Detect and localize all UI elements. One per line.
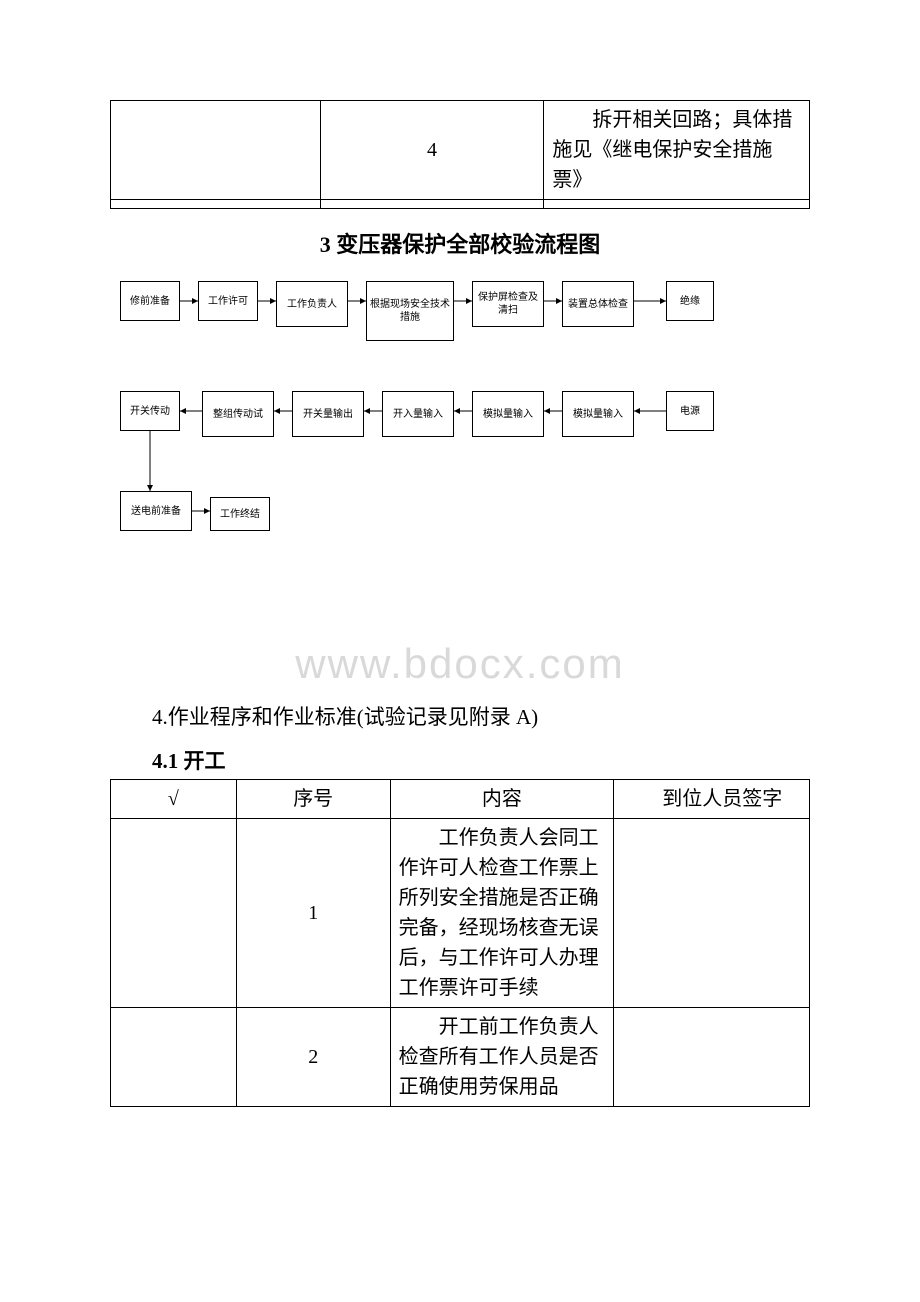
cell-no-1: 1	[236, 819, 390, 1008]
table-row: 1 工作负责人会同工作许可人检查工作票上所列安全措施是否正确完备，经现场核查无误…	[111, 819, 810, 1008]
flowchart-node: 工作负责人	[276, 281, 348, 327]
top-cell-2-1	[111, 200, 321, 209]
flowchart-node: 开关量输出	[292, 391, 364, 437]
top-cell-1-2: 4	[320, 101, 544, 200]
flowchart-node: 修前准备	[120, 281, 180, 321]
header-sign: 到位人员签字	[614, 780, 810, 819]
cell-sign-1	[614, 819, 810, 1008]
flowchart-node: 模拟量输入	[472, 391, 544, 437]
section-4-1-title: 4.1 开工	[110, 745, 810, 775]
main-table: √ 序号 内容 到位人员签字 1 工作负责人会同工作许可人检查工作票上所列安全措…	[110, 779, 810, 1107]
flowchart-node: 装置总体检查	[562, 281, 634, 327]
flowchart-node: 开入量输入	[382, 391, 454, 437]
header-check: √	[111, 780, 237, 819]
cell-content-1: 工作负责人会同工作许可人检查工作票上所列安全措施是否正确完备，经现场核查无误后，…	[390, 819, 614, 1008]
table-header-row: √ 序号 内容 到位人员签字	[111, 780, 810, 819]
flowchart-node: 绝缘	[666, 281, 714, 321]
table-row	[111, 200, 810, 209]
section-3-title: 3 变压器保护全部校验流程图	[110, 227, 810, 259]
watermark-text: www.bdocx.com	[0, 640, 920, 688]
cell-sign-2	[614, 1008, 810, 1107]
flowchart-node: 整组传动试	[202, 391, 274, 437]
top-cell-1-3: 拆开相关回路；具体措施见《继电保护安全措施票》	[544, 101, 810, 200]
flowchart-container: 修前准备工作许可工作负责人根据现场安全技术措施保护屏检查及清扫装置总体检查绝缘开…	[110, 271, 810, 571]
top-cell-2-2	[320, 200, 544, 209]
flowchart-node: 根据现场安全技术措施	[366, 281, 454, 341]
flowchart-node: 电源	[666, 391, 714, 431]
top-cell-1-1	[111, 101, 321, 200]
flowchart-node: 模拟量输入	[562, 391, 634, 437]
document-page: 4 拆开相关回路；具体措施见《继电保护安全措施票》 3 变压器保护全部校验流程图…	[0, 0, 920, 1147]
table-row: 2 开工前工作负责人检查所有工作人员是否正确使用劳保用品	[111, 1008, 810, 1107]
header-content: 内容	[390, 780, 614, 819]
flowchart-node: 工作终结	[210, 497, 270, 531]
cell-content-2: 开工前工作负责人检查所有工作人员是否正确使用劳保用品	[390, 1008, 614, 1107]
flowchart-node: 开关传动	[120, 391, 180, 431]
cell-check-1	[111, 819, 237, 1008]
flowchart-node: 送电前准备	[120, 491, 192, 531]
top-cell-2-3	[544, 200, 810, 209]
flowchart-node: 保护屏检查及清扫	[472, 281, 544, 327]
cell-no-2: 2	[236, 1008, 390, 1107]
header-no: 序号	[236, 780, 390, 819]
cell-check-2	[111, 1008, 237, 1107]
table-row: 4 拆开相关回路；具体措施见《继电保护安全措施票》	[111, 101, 810, 200]
flowchart-node: 工作许可	[198, 281, 258, 321]
top-table: 4 拆开相关回路；具体措施见《继电保护安全措施票》	[110, 100, 810, 209]
section-4-title: 4.作业程序和作业标准(试验记录见附录 A)	[110, 701, 810, 731]
